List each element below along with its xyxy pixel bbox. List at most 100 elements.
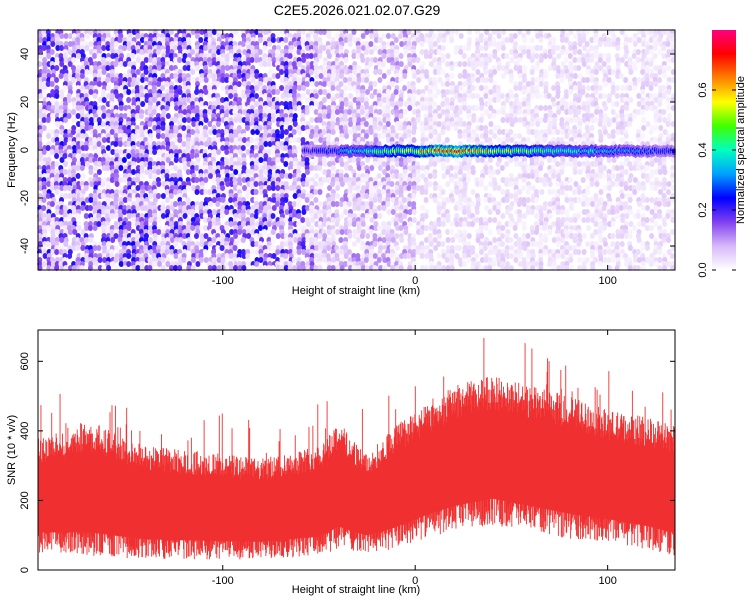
spectrogram-cell — [143, 161, 149, 167]
spectrogram-cell — [241, 253, 247, 259]
spectrogram-cell — [495, 209, 501, 215]
spectrogram-cell — [54, 189, 60, 195]
spectrogram-cell — [143, 129, 149, 135]
spectrogram-cell — [148, 229, 154, 235]
spectrogram-cell — [449, 221, 455, 227]
spectrogram-cell — [525, 233, 531, 239]
spectrogram-cell — [283, 217, 289, 223]
spectrogram-cell — [161, 181, 167, 187]
spectrogram-cell — [84, 69, 90, 75]
spectrogram-cell — [296, 201, 301, 207]
spectrogram-cell — [257, 125, 263, 131]
spectrogram-cell — [71, 245, 77, 251]
spectrogram-cell — [37, 185, 43, 191]
spectrogram-cell — [363, 49, 369, 55]
spectrogram-cell — [194, 89, 200, 95]
spectrogram-cell — [170, 237, 175, 243]
spectrogram-cell — [215, 201, 221, 207]
spectrogram-cell — [75, 105, 81, 111]
spectrogram-cell — [292, 249, 298, 255]
spectrogram-cell — [453, 173, 459, 179]
spectrogram-cell — [208, 61, 213, 67]
spectrogram-cell — [118, 177, 124, 183]
spectrogram-cell — [322, 69, 327, 75]
spectrogram-cell — [495, 161, 501, 167]
spectrogram-cell — [96, 221, 102, 227]
spectrogram-cell — [135, 157, 141, 163]
spectrogram-cell — [372, 57, 378, 63]
spectrogram-cell — [389, 181, 395, 187]
spectrogram-cell — [411, 129, 417, 135]
spectrogram-cell — [45, 225, 51, 231]
spectrogram-cell — [211, 209, 217, 215]
spectrogram-cell — [126, 45, 132, 51]
spectrogram-cell — [346, 249, 352, 255]
spectrogram-cell — [283, 197, 289, 203]
spectrogram-cell — [314, 173, 320, 179]
spectrogram-cell — [487, 41, 493, 47]
spectrogram-cell — [270, 229, 276, 235]
spectrogram-cell — [457, 109, 463, 115]
spectrogram-cell — [335, 193, 340, 199]
spectrogram-cell — [253, 181, 259, 187]
spectrogram-cell — [508, 37, 514, 43]
spectrogram-cell — [220, 97, 225, 103]
spectrogram-cell — [343, 85, 349, 91]
spectrogram-cell — [67, 33, 73, 39]
spectrogram-cell — [478, 61, 484, 67]
spectrogram-cell — [297, 61, 302, 67]
spectrogram-cell — [185, 185, 191, 191]
spectrogram-cell — [270, 245, 276, 251]
spectrogram-cell — [70, 77, 76, 83]
spectrogram-cell — [470, 221, 475, 227]
spectrogram-cell — [292, 137, 298, 143]
spectrogram-cell — [522, 213, 527, 219]
spectrogram-cell — [478, 249, 484, 255]
spectrogram-cell — [470, 169, 476, 175]
spectrogram-cell — [186, 65, 192, 71]
spectrogram-cell — [191, 185, 197, 191]
spectrogram-cell — [181, 141, 187, 147]
spectrogram-cell — [449, 37, 455, 43]
spectrogram-cell — [304, 97, 310, 103]
spectrogram-cell — [199, 153, 204, 159]
spectrogram-cell — [385, 33, 391, 39]
spectrogram-cell — [521, 101, 527, 107]
spectrogram-cell — [445, 217, 451, 223]
spectrogram-cell — [96, 161, 102, 167]
spectrogram-cell — [152, 125, 158, 131]
spectrogram-cell — [207, 241, 213, 247]
spectrogram-cell — [109, 193, 115, 199]
spectrogram-cell — [428, 133, 434, 139]
spectrogram-cell — [83, 213, 89, 219]
spectrogram-cell — [496, 185, 502, 191]
spectrogram-cell — [305, 129, 311, 135]
spectrogram-cell — [71, 57, 77, 63]
spectrogram-cell — [436, 137, 442, 143]
spectrogram-cell — [466, 257, 472, 263]
spectrogram-cell — [415, 117, 421, 123]
spectrogram-cell — [102, 257, 107, 263]
spectrogram-cell — [491, 261, 497, 267]
spectrogram-cell — [182, 65, 188, 71]
spectrogram-cell — [245, 73, 251, 79]
spectrogram-cell — [437, 233, 443, 239]
spectrogram-cell — [279, 173, 285, 179]
spectrogram-cell — [322, 81, 327, 87]
spectrogram-cell — [347, 221, 353, 227]
spectrogram-cell — [203, 217, 209, 223]
spectrogram-cell — [492, 69, 498, 75]
spectrogram-cells — [36, 29, 677, 271]
spectrogram-cell — [525, 197, 531, 203]
spectrogram-cell — [423, 189, 429, 195]
spectrogram-cell — [504, 197, 510, 203]
spectrogram-cell — [134, 133, 140, 139]
spectrogram-cell — [376, 257, 382, 263]
spectrogram-cell — [373, 213, 378, 219]
spectrogram-cell — [420, 205, 426, 211]
spectrogram-cell — [283, 253, 289, 259]
spectrogram-cell — [233, 233, 239, 239]
spectrogram-cell — [479, 85, 484, 91]
spectrogram-cell — [164, 81, 170, 87]
